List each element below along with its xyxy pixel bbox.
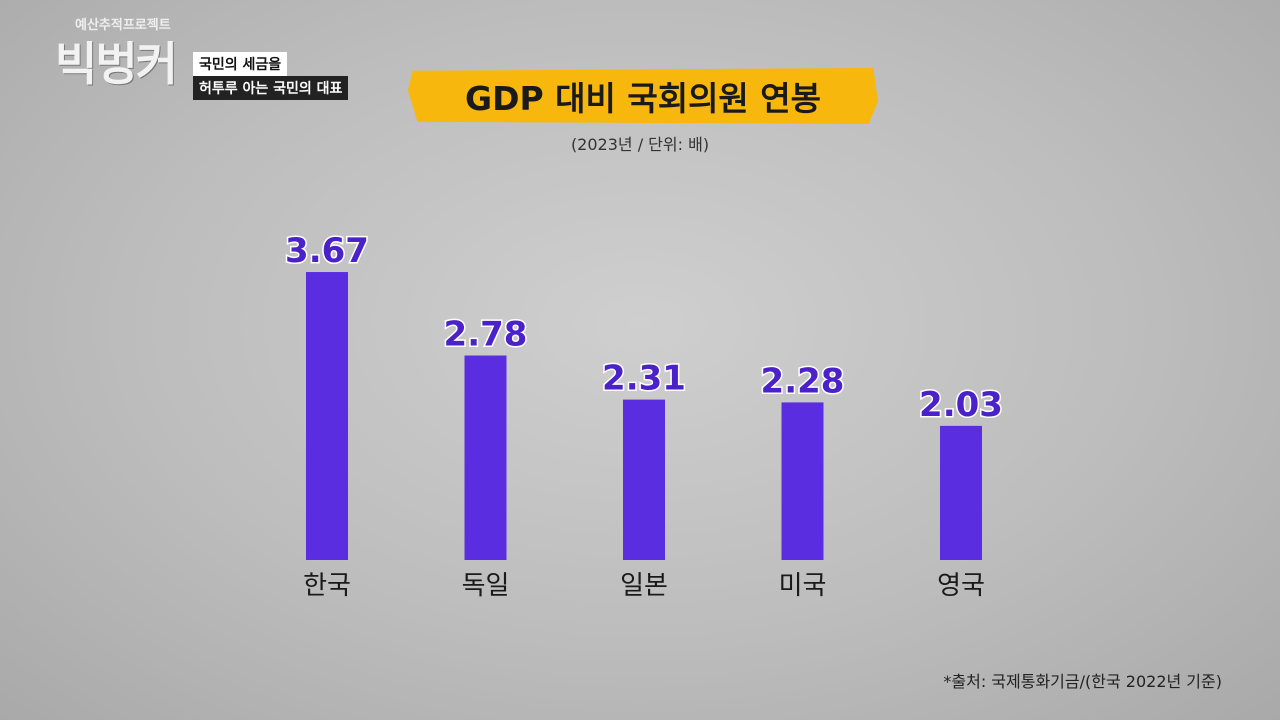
bar-2 (623, 399, 665, 560)
source-note: *출처: 국제통화기금/(한국 2022년 기준) (943, 672, 1222, 691)
caption-tag-1: 국민의 세금을 (193, 52, 288, 76)
program-subtitle: 예산추적프로젝트 (75, 18, 171, 33)
chart-subtitle: (2023년 / 단위: 배) (570, 135, 710, 154)
category-label: 일본 (620, 571, 668, 601)
bar-0 (306, 272, 348, 560)
value-label: 2.78 (444, 315, 528, 355)
value-label: 2.28 (761, 361, 845, 401)
category-label: 영국 (937, 571, 985, 601)
value-label: 3.67 (285, 231, 369, 271)
program-logo-text: 빅벙커 (55, 37, 178, 91)
category-label: 한국 (303, 571, 351, 601)
bar-4 (940, 425, 982, 560)
category-label: 미국 (779, 571, 827, 601)
bar-3 (781, 402, 824, 560)
category-label: 독일 (462, 571, 510, 601)
value-label: 2.31 (602, 359, 686, 399)
caption-tag-2: 허투루 아는 국민의 대표 (193, 76, 349, 100)
bar-1 (464, 355, 507, 560)
value-label: 2.03 (919, 385, 1003, 425)
chart-title: GDP 대비 국회의원 연봉 (408, 68, 878, 124)
